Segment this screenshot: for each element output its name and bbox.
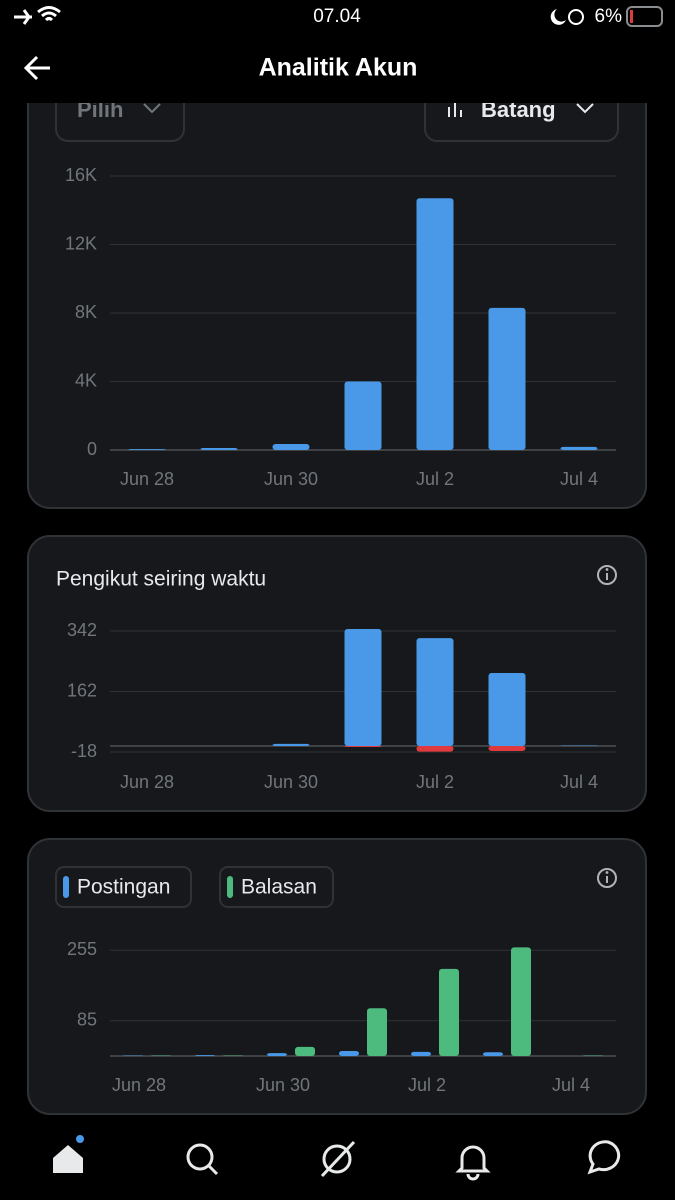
y-tick-label: -18 (71, 741, 97, 761)
x-tick-label: Jun 28 (120, 469, 174, 489)
bar (560, 446, 598, 450)
legend-swatch (63, 876, 69, 898)
legend-label: Postingan (77, 876, 170, 899)
chart-title: Pengikut seiring waktu (56, 568, 266, 591)
bar (416, 638, 454, 746)
bar (200, 447, 238, 450)
nav-grok[interactable] (320, 1140, 356, 1178)
x-tick-label: Jul 2 (408, 1075, 446, 1095)
nav-messages[interactable] (587, 1140, 621, 1175)
x-tick-label: Jul 4 (552, 1075, 590, 1095)
y-tick-label: 0 (87, 439, 97, 459)
bar (344, 381, 382, 450)
bar (416, 198, 454, 450)
chevron (143, 103, 161, 114)
bar (344, 745, 382, 747)
legend-label: Balasan (241, 876, 317, 899)
x-tick-label: Jun 28 (120, 772, 174, 792)
bar (344, 629, 382, 746)
y-tick-label: 12K (65, 233, 97, 253)
x-tick-label: Jul 4 (560, 469, 598, 489)
moon-icon (550, 9, 566, 25)
info-icon[interactable] (597, 868, 617, 888)
y-tick-label: 342 (67, 620, 97, 640)
legend-chip (55, 866, 192, 908)
legend-chip (219, 866, 334, 908)
bar (267, 1053, 287, 1056)
airplane-icon (14, 9, 32, 25)
bar-icon (448, 103, 462, 117)
y-tick-label: 255 (67, 939, 97, 959)
bar (416, 745, 454, 752)
lock-icon (568, 9, 584, 25)
page-title: Analitik Akun (259, 54, 418, 82)
y-tick-label: 162 (67, 680, 97, 700)
y-tick-label: 16K (65, 165, 97, 185)
nav-home[interactable] (53, 1145, 83, 1173)
y-tick-label: 85 (77, 1009, 97, 1029)
bar (128, 449, 166, 450)
card (27, 59, 647, 509)
bar (488, 307, 526, 450)
status-time: 07.04 (313, 6, 361, 27)
bar (488, 673, 526, 746)
x-tick-label: Jun 30 (256, 1075, 310, 1095)
x-tick-label: Jul 4 (560, 772, 598, 792)
battery-percent: 6% (595, 6, 623, 27)
notification-dot (76, 1135, 84, 1143)
info-icon[interactable] (597, 565, 617, 585)
back-button[interactable] (23, 55, 50, 81)
bar (511, 947, 531, 1056)
y-tick-label: 4K (75, 370, 97, 390)
bar (367, 1008, 387, 1056)
battery-icon (626, 6, 663, 27)
y-tick-label: 8K (75, 302, 97, 322)
bar (488, 745, 526, 751)
nav-notifications[interactable] (455, 1145, 491, 1181)
header-bg (0, 0, 675, 103)
x-tick-label: Jun 30 (264, 772, 318, 792)
battery-level (630, 10, 633, 23)
x-tick-label: Jul 2 (416, 469, 454, 489)
bar (295, 1046, 315, 1056)
legend-swatch (227, 876, 233, 898)
wifi-icon (37, 6, 61, 22)
bar (483, 1052, 503, 1056)
x-tick-label: Jun 30 (264, 469, 318, 489)
x-tick-label: Jul 2 (416, 772, 454, 792)
bar (195, 1055, 215, 1056)
x-tick-label: Jun 28 (112, 1075, 166, 1095)
bar (339, 1051, 359, 1056)
bar (272, 743, 310, 746)
bar (272, 444, 310, 450)
chevron (576, 103, 594, 114)
bar (411, 1051, 431, 1056)
nav-search[interactable] (186, 1143, 219, 1176)
bar (439, 968, 459, 1056)
